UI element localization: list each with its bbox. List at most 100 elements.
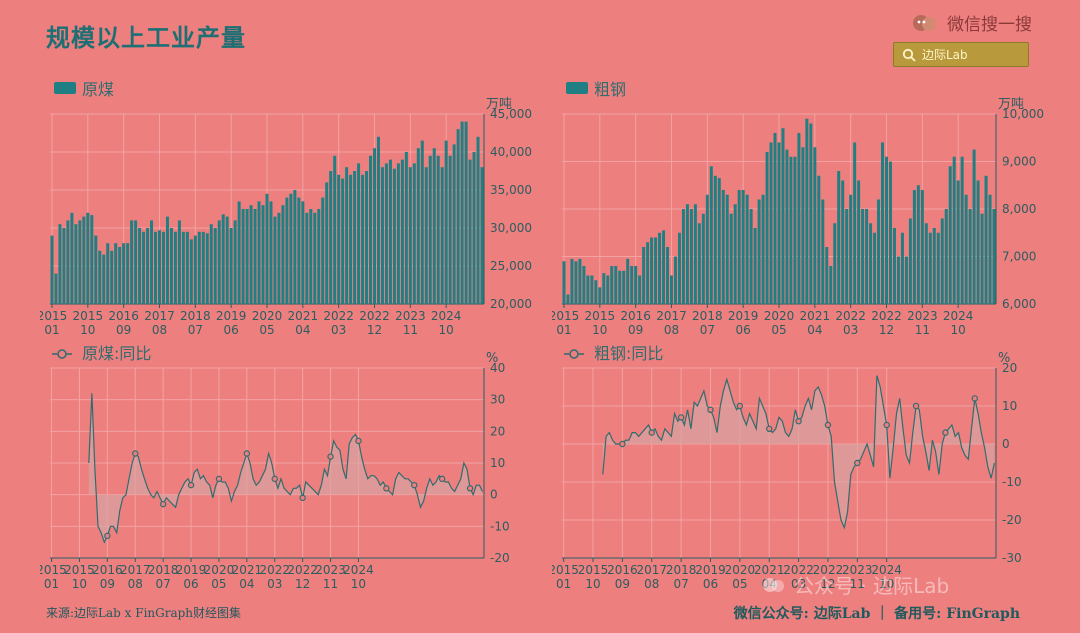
bar xyxy=(130,220,134,304)
x-tick-label: 01 xyxy=(556,323,571,337)
bar xyxy=(590,275,594,304)
bar xyxy=(78,220,82,304)
bar xyxy=(630,266,634,304)
bar xyxy=(992,209,996,304)
x-tick-label: 01 xyxy=(44,323,59,337)
x-tick-label: 10 xyxy=(72,577,87,590)
y-tick-label: 0 xyxy=(1002,437,1010,451)
bar xyxy=(693,204,697,304)
bar xyxy=(928,232,932,304)
bar xyxy=(677,232,681,304)
point-marker xyxy=(132,450,139,457)
steel-yoy-chart: 粗钢:同比 %-30-20-100102020150120151020160920… xyxy=(552,344,1022,590)
bar xyxy=(606,275,610,304)
bar xyxy=(301,201,305,304)
bar xyxy=(729,213,733,304)
x-tick-label: 09 xyxy=(628,323,643,337)
point-marker xyxy=(707,406,714,414)
bar xyxy=(662,230,666,304)
bar xyxy=(201,231,205,304)
bar xyxy=(737,190,741,304)
bar xyxy=(845,209,849,304)
bar xyxy=(181,231,185,304)
x-tick-label: 2018 xyxy=(180,309,211,323)
bar xyxy=(833,223,837,304)
y-tick-label: 9,000 xyxy=(1002,155,1036,169)
x-tick-label: 2015 xyxy=(552,563,579,577)
bar xyxy=(273,216,277,304)
point-marker xyxy=(824,421,832,429)
bar xyxy=(213,228,217,304)
bar xyxy=(165,216,169,304)
y-tick-label: 30 xyxy=(490,393,505,407)
x-tick-label: 10 xyxy=(592,323,607,337)
point-marker xyxy=(159,500,167,508)
y-tick-label: 25,000 xyxy=(490,259,532,273)
x-tick-label: 11 xyxy=(323,577,338,590)
x-tick-label: 2015 xyxy=(585,309,616,323)
search-box[interactable]: 边际Lab xyxy=(893,42,1029,67)
x-tick-label: 2016 xyxy=(108,309,139,323)
bar xyxy=(154,231,158,304)
point-marker xyxy=(187,481,195,489)
bar xyxy=(877,199,881,304)
bar xyxy=(861,209,865,304)
bar xyxy=(813,147,817,304)
bar xyxy=(638,275,642,304)
bar xyxy=(797,133,801,304)
bar xyxy=(416,148,420,304)
legend-label: 原煤 xyxy=(82,80,114,99)
bar xyxy=(745,194,749,304)
y-tick-label: -30 xyxy=(1002,551,1022,565)
bar xyxy=(313,212,317,304)
x-tick-label: 04 xyxy=(762,577,777,590)
bar xyxy=(150,220,154,304)
bar xyxy=(436,155,440,304)
bar xyxy=(873,232,877,304)
x-tick-label: 2021 xyxy=(288,309,319,323)
bar xyxy=(912,190,916,304)
bar xyxy=(464,121,468,304)
x-tick-label: 05 xyxy=(259,323,274,337)
x-tick-label: 12 xyxy=(820,577,835,590)
point-marker xyxy=(411,481,418,489)
x-tick-label: 06 xyxy=(183,577,198,590)
bar xyxy=(837,171,841,304)
x-tick-label: 2017 xyxy=(656,309,687,323)
x-tick-label: 08 xyxy=(128,577,143,590)
x-tick-label: 03 xyxy=(331,323,346,337)
bar xyxy=(369,155,373,304)
x-tick-label: 04 xyxy=(807,323,822,337)
bar xyxy=(134,220,138,304)
bar xyxy=(721,190,725,304)
x-tick-label: 2018 xyxy=(666,563,697,577)
bar xyxy=(173,231,177,304)
x-tick-label: 2019 xyxy=(695,563,726,577)
bar xyxy=(209,224,213,304)
x-tick-label: 10 xyxy=(951,323,966,337)
bar xyxy=(773,133,777,304)
bar xyxy=(297,197,301,304)
bar xyxy=(217,220,221,304)
bar xyxy=(114,243,118,304)
y-axis-unit: 万吨 xyxy=(998,97,1024,112)
bar xyxy=(98,250,102,304)
bar xyxy=(277,212,281,304)
wechat-search-logo-icon xyxy=(913,14,936,31)
bar xyxy=(574,261,578,304)
bar xyxy=(908,218,912,304)
legend: 原煤 xyxy=(54,80,114,99)
bar xyxy=(90,215,94,304)
x-tick-label: 2022 xyxy=(287,563,318,577)
x-tick-label: 2023 xyxy=(842,563,873,577)
bar xyxy=(82,216,86,304)
x-tick-label: 2018 xyxy=(692,309,723,323)
footer-source: 来源:边际Lab x FinGraph财经图集 xyxy=(46,606,242,620)
bar xyxy=(853,142,857,304)
bar xyxy=(293,190,297,304)
bar xyxy=(169,228,173,304)
bar xyxy=(126,243,130,304)
y-tick-label: 7,000 xyxy=(1002,250,1036,264)
bar xyxy=(305,212,309,304)
bar xyxy=(245,209,249,304)
